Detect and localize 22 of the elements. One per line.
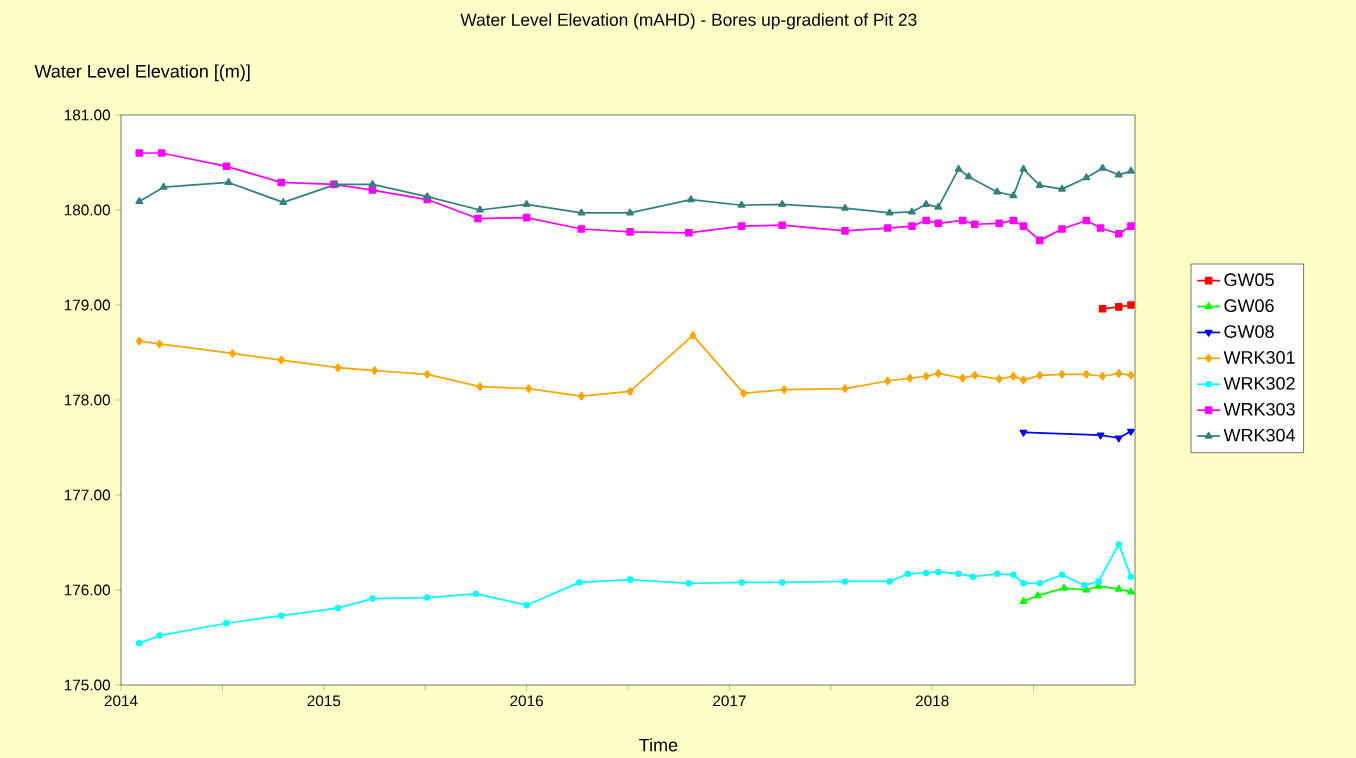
y-tick-label: 175.00: [64, 679, 110, 691]
y-tick-label: 178.00: [64, 394, 110, 406]
legend-label: GW05: [1224, 273, 1274, 287]
y-tick-label: 179.00: [64, 299, 110, 311]
x-tick-label: 2015: [307, 695, 341, 707]
x-axis-title: Time: [639, 738, 678, 752]
legend-label: GW08: [1224, 325, 1274, 338]
x-tick-label: 2018: [915, 695, 949, 707]
y-axis-title: Water Level Elevation [(m)]: [34, 64, 250, 82]
legend-label: WRK304: [1223, 428, 1296, 442]
legend-label: WRK302: [1223, 376, 1295, 390]
x-tick-label: 2017: [713, 695, 746, 707]
y-tick-label: 177.00: [64, 489, 110, 501]
y-tick-label: 180.00: [64, 204, 110, 216]
chart-title: Water Level Elevation (mAHD) - Bores up-gradient of Pit 23: [460, 13, 917, 30]
x-tick-label: 2016: [510, 695, 543, 707]
legend-label: GW06: [1224, 299, 1274, 313]
legend-label: WRK303: [1223, 402, 1295, 416]
y-tick-label: 176.00: [64, 584, 110, 596]
x-tick-label: 2014: [104, 695, 138, 707]
y-tick-label: 181.00: [64, 109, 110, 121]
legend-label: WRK301: [1223, 351, 1295, 364]
